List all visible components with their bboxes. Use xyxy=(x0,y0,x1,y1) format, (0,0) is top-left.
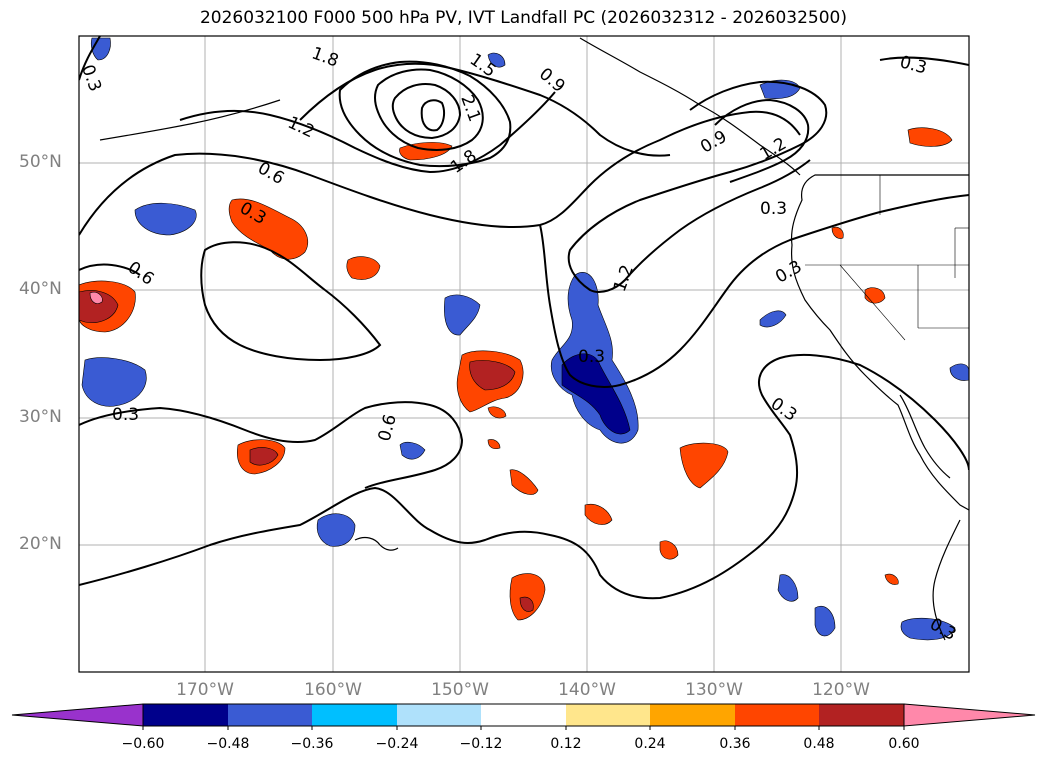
neg-anomaly-se xyxy=(900,617,956,641)
colorbar-tick: −0.60 xyxy=(121,736,165,752)
lon-label-120w: 120°W xyxy=(812,680,870,700)
colorbar-tick: −0.24 xyxy=(375,736,419,752)
ivt-shading xyxy=(79,37,969,641)
pos-anomaly-small3 xyxy=(487,439,501,450)
contour-label: 0.3 xyxy=(112,405,139,425)
pos-anomaly-small xyxy=(346,256,381,280)
pos-anomaly-s2 xyxy=(509,469,539,495)
pv-contour-1.2-ne xyxy=(714,98,810,183)
pos-anomaly-small2 xyxy=(487,406,507,419)
lat-label-20n: 20°N xyxy=(19,534,62,554)
neg-anomaly-core xyxy=(561,353,631,435)
mexico-coast xyxy=(932,519,961,641)
pv-contour-2.4 xyxy=(420,99,446,132)
lon-label-130w: 130°W xyxy=(685,680,743,700)
neg-anomaly-nw xyxy=(134,202,197,236)
pos-anomaly-sw-core xyxy=(249,447,279,466)
pv-contour-0.3-west xyxy=(79,401,464,489)
pos-anomaly-se1 xyxy=(679,442,729,489)
pv-contour-0.6-west xyxy=(79,263,141,276)
neg-anomaly-sw1 xyxy=(777,574,799,602)
colorbar-tick: −0.36 xyxy=(290,736,334,752)
colorbar-tick: 0.12 xyxy=(550,736,582,752)
gridlines xyxy=(79,36,969,672)
pos-anomaly-small4 xyxy=(884,573,899,585)
pv-contour-0.9 xyxy=(299,62,671,157)
pv-contour-1.5 xyxy=(338,60,512,168)
pv-contour-0.6-north xyxy=(79,110,801,236)
pos-anomaly-mid-core xyxy=(469,360,516,391)
contour-label: 0.3 xyxy=(578,347,605,367)
pv-contour-0.3-ne xyxy=(879,56,969,66)
lat-label-40n: 40°N xyxy=(19,279,62,299)
map-title: 2026032100 F000 500 hPa PV, IVT Landfall… xyxy=(199,8,847,28)
pos-anomaly-small5 xyxy=(831,226,844,239)
lat-label-30n: 30°N xyxy=(19,407,62,427)
pv-contour-1.2 xyxy=(179,91,556,174)
aleutians xyxy=(99,99,281,141)
alaska-coast xyxy=(579,37,801,176)
pv-contour-0.3-mid xyxy=(200,241,382,362)
neg-anomaly-coast xyxy=(759,310,787,328)
neg-anomaly-sw2 xyxy=(814,606,836,637)
pos-anomaly-south-core xyxy=(519,596,534,612)
pos-anomaly-west-peak xyxy=(89,291,103,304)
lon-label-140w: 140°W xyxy=(558,680,616,700)
pos-anomaly-s4 xyxy=(659,540,679,560)
colorbar-tick: 0.60 xyxy=(888,736,920,752)
coastlines xyxy=(99,37,969,641)
map-background xyxy=(79,36,969,672)
baja xyxy=(899,394,951,479)
pv-contours xyxy=(79,36,969,600)
pv-contour-0.3-top xyxy=(79,36,101,81)
pos-anomaly-nw xyxy=(228,198,309,260)
neg-anomaly-edge xyxy=(949,363,969,381)
pos-anomaly-west-core xyxy=(79,290,119,323)
pv-contour-1.8 xyxy=(374,68,484,151)
neg-anomaly-mid xyxy=(444,294,481,336)
lon-label-160w: 160°W xyxy=(304,680,362,700)
colorbar-tick: −0.48 xyxy=(206,736,250,752)
lat-label-50n: 50°N xyxy=(19,152,62,172)
colorbar-tick: 0.36 xyxy=(719,736,751,752)
pv-contour-0.6-south xyxy=(539,194,969,388)
pv-contour-0.3-south xyxy=(79,353,969,600)
pos-anomaly-s3 xyxy=(584,503,613,525)
state-borders xyxy=(805,174,969,341)
pv-contour-2.1 xyxy=(391,83,462,140)
neg-anomaly-small1 xyxy=(399,441,426,460)
pos-anomaly-south xyxy=(509,573,546,621)
contour-label: 0.3 xyxy=(760,199,787,219)
neg-anomaly-alaska xyxy=(487,52,506,68)
colorbar-tick: −0.12 xyxy=(459,736,503,752)
lon-label-170w: 170°W xyxy=(176,680,234,700)
pos-anomaly-ne xyxy=(907,127,953,147)
hawaii xyxy=(354,536,399,551)
neg-anomaly-hawaii xyxy=(316,513,356,547)
north-america-coast xyxy=(790,174,969,511)
neg-anomaly-west xyxy=(81,357,147,407)
colorbar-tick: 0.48 xyxy=(803,736,835,752)
colorbar-tick: 0.24 xyxy=(634,736,666,752)
map-frame xyxy=(78,35,970,673)
pv-contour-0.9-ne xyxy=(567,80,828,293)
lon-label-150w: 150°W xyxy=(431,680,489,700)
